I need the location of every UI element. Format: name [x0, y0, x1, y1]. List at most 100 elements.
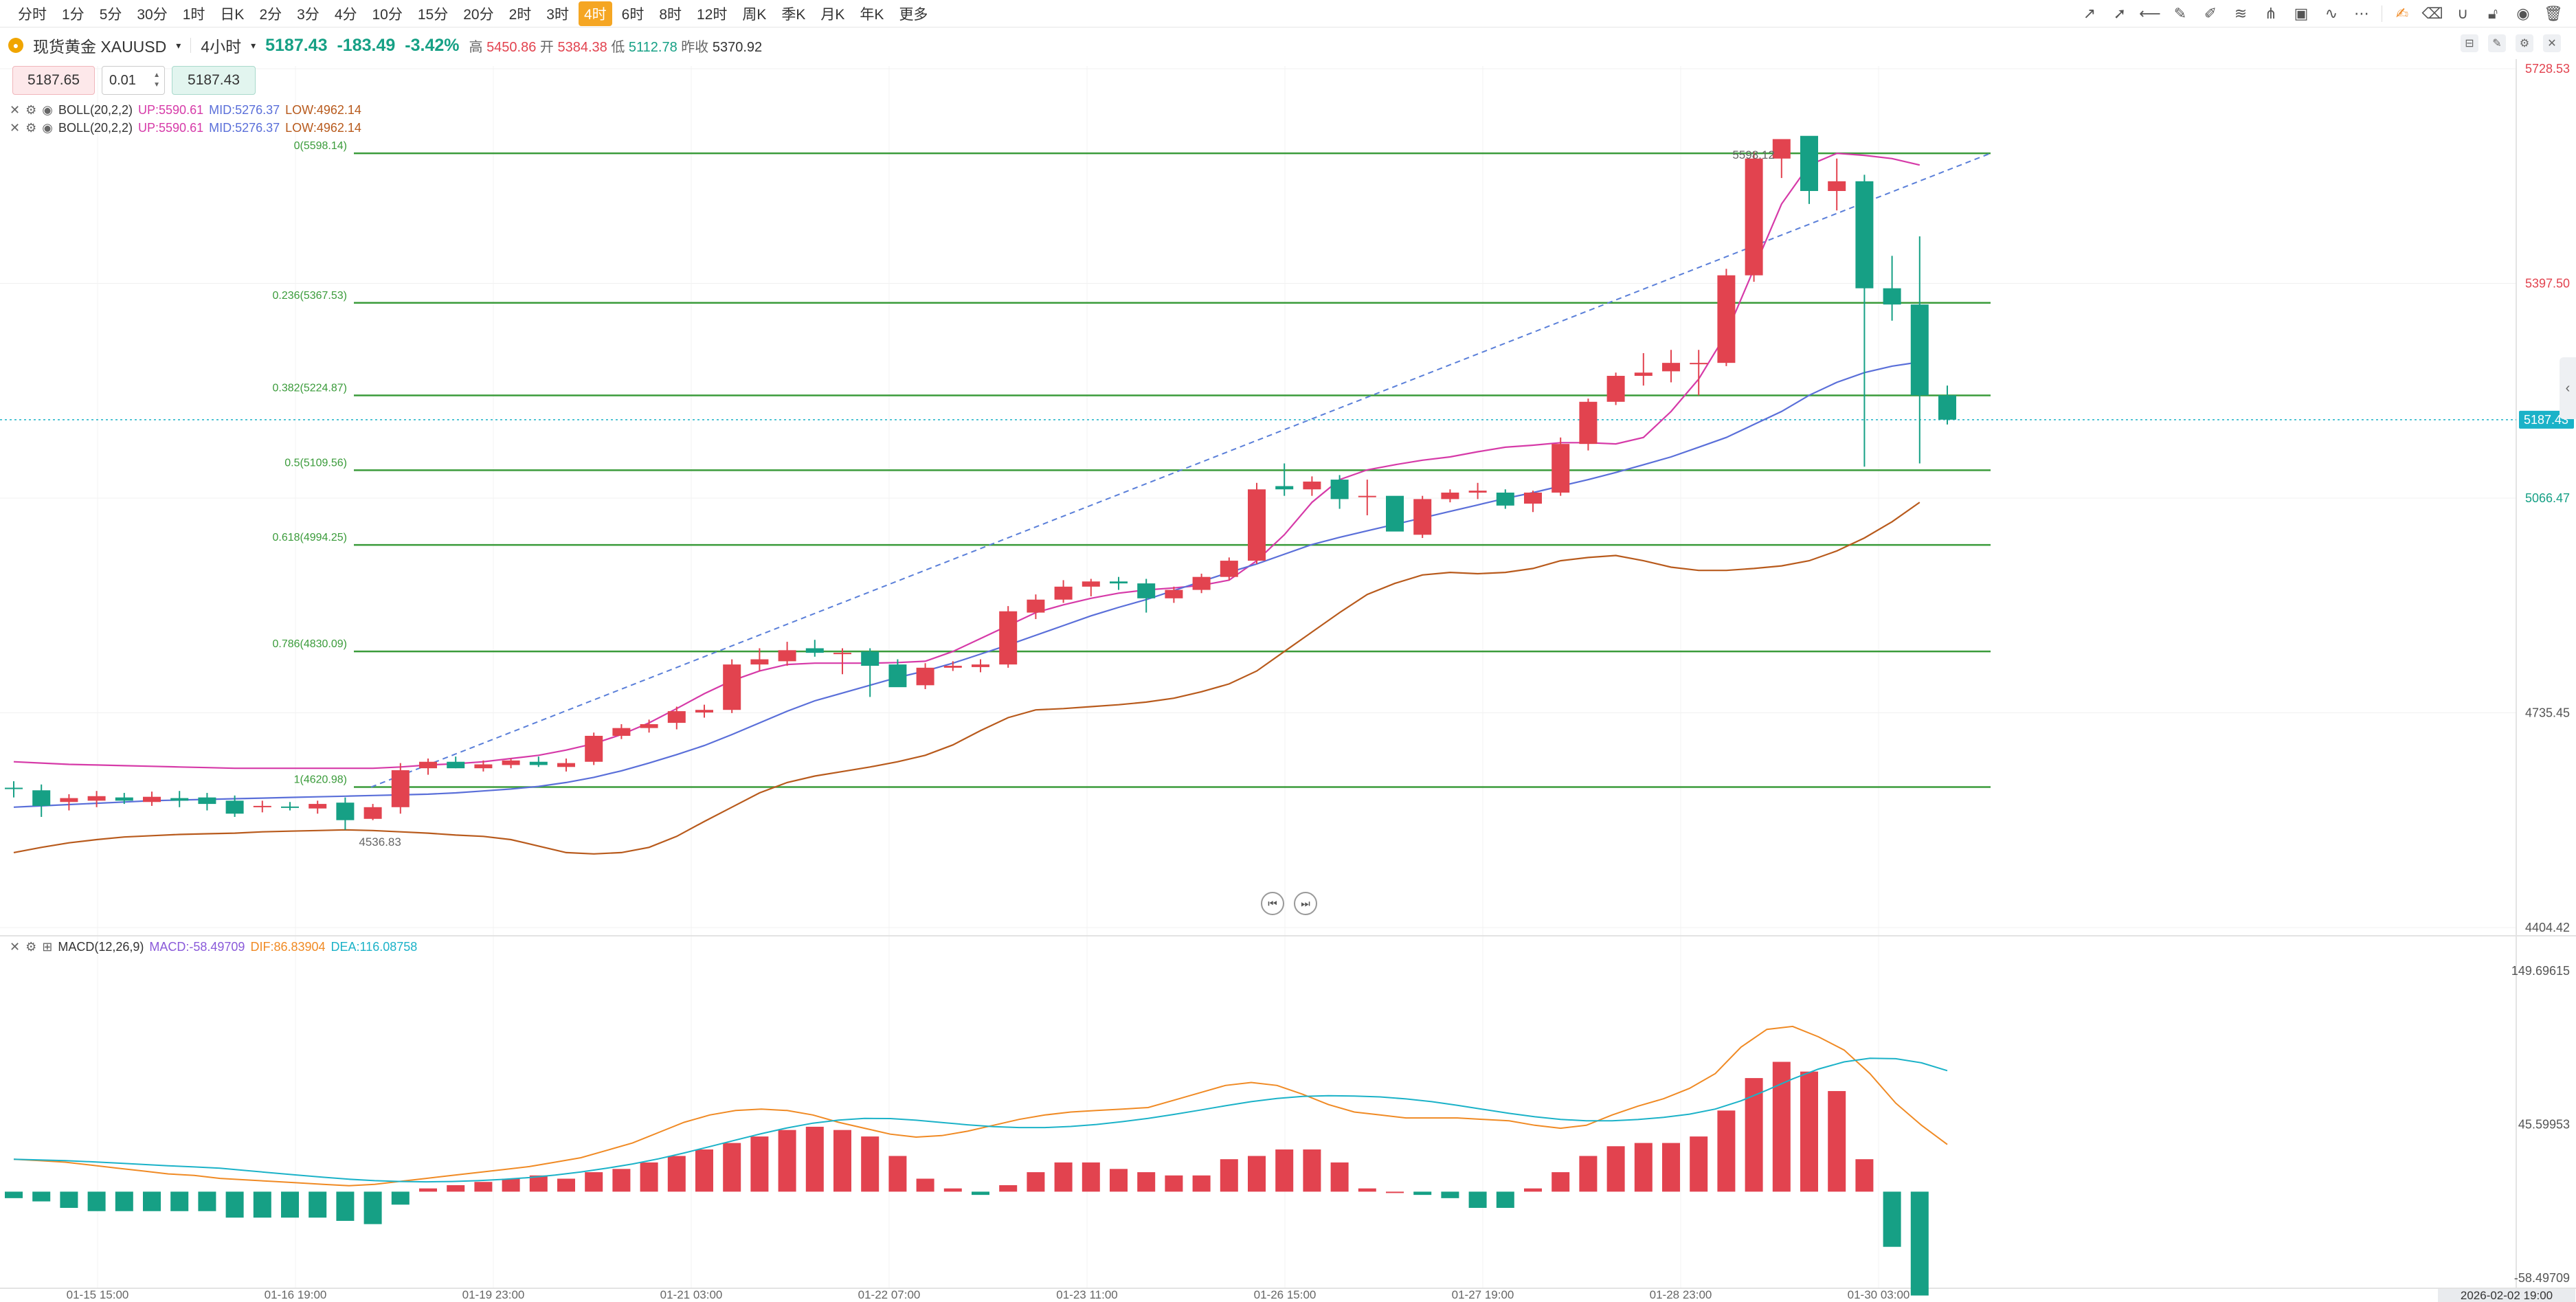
close-icon[interactable]: ✕ [10, 120, 21, 135]
close-icon[interactable]: ✕ [2543, 34, 2561, 52]
eraser-icon[interactable]: ⌫ [2421, 5, 2443, 22]
note-icon[interactable]: ✍ [2395, 5, 2409, 22]
expand-icon[interactable]: ⊞ [42, 939, 53, 954]
brush-icon[interactable]: ✎ [2173, 5, 2187, 22]
macd-histogram-bar [529, 1175, 548, 1192]
period-selector[interactable]: 4小时 [201, 38, 242, 56]
pitchfork-icon[interactable]: ⋔ [2264, 5, 2278, 22]
sell-button[interactable]: 5187.65 [12, 66, 95, 95]
ray-icon[interactable]: ➚ [2113, 5, 2127, 22]
image-icon[interactable]: ▣ [2294, 5, 2309, 22]
boll-low-value: LOW:4962.14 [285, 120, 361, 135]
timeframe-option[interactable]: 20分 [463, 7, 494, 23]
candle-body [1386, 495, 1404, 532]
lot-stepper-icon[interactable]: ▲ ▼ [153, 71, 160, 89]
candle-body [1552, 444, 1570, 493]
macd-histogram-bar [972, 1191, 989, 1196]
timeframe-option[interactable]: 8时 [659, 7, 682, 23]
close-icon[interactable]: ✕ [10, 939, 21, 954]
macd-dea-line [13, 1057, 1948, 1183]
candle-body [419, 761, 437, 769]
macd-histogram-bar [1800, 1071, 1818, 1192]
more-icon[interactable]: ⋯ [2354, 5, 2369, 22]
macd-histogram-bar [1413, 1191, 1432, 1196]
eye-icon[interactable]: ◉ [42, 120, 53, 135]
fib-level-label: 0.618(4994.25) [272, 532, 347, 543]
timeframe-option[interactable]: 月K [820, 7, 845, 23]
lot-size-input[interactable]: 0.01 ▲ ▼ [102, 66, 165, 95]
timeframe-option[interactable]: 1时 [182, 7, 205, 23]
trash-icon[interactable]: 🗑︎ [2544, 5, 2563, 22]
collapse-panel-tab[interactable]: ‹ [2560, 357, 2576, 419]
pen-icon[interactable]: ✐ [2204, 5, 2217, 22]
candle-body [198, 797, 216, 805]
timeframe-option[interactable]: 2时 [508, 7, 532, 23]
chart-pattern-icon[interactable]: ∿ [2325, 5, 2338, 22]
macd-histogram-bar [32, 1191, 51, 1202]
symbol-dropdown-icon[interactable]: ▾ [176, 39, 181, 51]
macd-histogram-bar [1275, 1149, 1294, 1192]
macd-histogram-bar [170, 1191, 189, 1211]
horizontal-line-icon[interactable]: ⟵ [2139, 5, 2161, 22]
boll-name: BOLL(20,2,2) [58, 102, 133, 117]
timeframe-option[interactable]: 10分 [372, 7, 403, 23]
settings-icon[interactable]: ⚙ [25, 120, 37, 135]
magnet-icon[interactable]: ∪ [2456, 5, 2469, 22]
timeframe-option[interactable]: 周K [742, 7, 767, 23]
symbol-name[interactable]: 现货黄金 XAUUSD [33, 38, 167, 56]
timeframe-option[interactable]: 1分 [62, 7, 85, 23]
close-icon[interactable]: ✕ [10, 102, 21, 117]
price-change-percent: -3.42% [405, 35, 460, 55]
candle-body [723, 664, 741, 710]
time-axis-label: 01-21 03:00 [660, 1288, 723, 1301]
scroll-start-button[interactable]: ⏮ [1261, 892, 1284, 915]
macd-histogram-bar [750, 1136, 769, 1192]
trendline-icon[interactable]: ↗ [2083, 5, 2096, 22]
eye-icon[interactable]: ◉ [2516, 5, 2530, 22]
timeframe-option[interactable]: 季K [781, 7, 806, 23]
fib-fan-icon[interactable]: ≋ [2234, 5, 2248, 22]
timeframe-option[interactable]: 日K [220, 7, 245, 23]
macd-histogram-bar [1358, 1188, 1376, 1192]
lock-icon[interactable]: 🔓︎ [2487, 5, 2498, 22]
timeframe-option[interactable]: 更多 [899, 7, 928, 23]
candle-body [888, 664, 907, 688]
candles[interactable]: 5598.12 4536.83 [5, 135, 1956, 849]
fibonacci-retracement[interactable]: 0(5598.14) 0.236(5367.53) 0.382(5224.87) 0.… [0, 140, 2516, 788]
timeframe-option[interactable]: 12时 [697, 7, 728, 23]
candle-body [1413, 499, 1432, 535]
boll-up-value: UP:5590.61 [138, 120, 204, 135]
timeframe-option[interactable]: 3时 [546, 7, 569, 23]
boll-mid-value: MID:5276.37 [209, 120, 280, 135]
scroll-end-button[interactable]: ⏭ [1294, 892, 1317, 915]
timeframe-option[interactable]: 6时 [621, 7, 645, 23]
settings-icon[interactable]: ⚙ [25, 939, 37, 954]
timeframe-option[interactable]: 30分 [137, 7, 168, 23]
settings-icon[interactable]: ⚙ [2516, 34, 2533, 52]
fib-level-label: 0(5598.14) [294, 140, 347, 152]
edit-icon[interactable]: ✎ [2488, 34, 2506, 52]
time-axis-label: 01-15 15:00 [67, 1288, 129, 1301]
timeframe-option[interactable]: 3分 [297, 7, 320, 23]
timeframe-option[interactable]: 年K [860, 7, 884, 23]
timeframe-option[interactable]: 4时 [578, 1, 612, 26]
timeframe-option[interactable]: 15分 [417, 7, 449, 23]
candle-body [585, 735, 603, 762]
period-dropdown-icon[interactable]: ▾ [251, 39, 256, 51]
macd-name: MACD(12,26,9) [58, 939, 144, 954]
boll-legend-2: ✕ ⚙ ◉ BOLL(20,2,2) UP:5590.61 MID:5276.3… [10, 119, 361, 137]
timeframe-option[interactable]: 5分 [99, 7, 122, 23]
timeframe-option[interactable]: 4分 [334, 7, 357, 23]
timeframe-option[interactable]: 分时 [18, 7, 47, 23]
timeframe-option[interactable]: 2分 [259, 7, 282, 23]
settings-icon[interactable]: ⚙ [25, 102, 37, 117]
chart-style-icon[interactable]: ⊟ [2461, 34, 2478, 52]
boll-mid-value: MID:5276.37 [209, 102, 280, 117]
candle-body [1275, 486, 1294, 490]
buy-button[interactable]: 5187.43 [172, 66, 256, 95]
macd-histogram-bar [363, 1191, 382, 1224]
candle-body [1606, 376, 1625, 402]
low-label: 低 [611, 39, 625, 55]
eye-icon[interactable]: ◉ [42, 102, 53, 117]
